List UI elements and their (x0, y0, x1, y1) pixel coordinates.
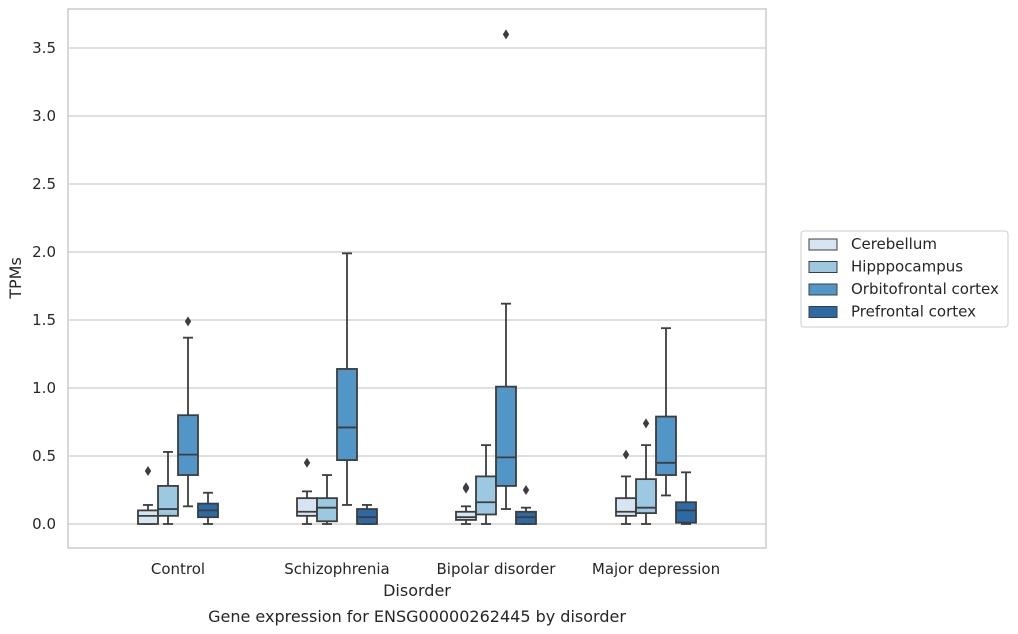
x-tick-label: Control (151, 560, 205, 578)
box-body (177, 414, 199, 476)
box-group (356, 504, 378, 525)
outlier-point (303, 457, 311, 468)
y-tick-label: 0.5 (32, 447, 56, 465)
y-tick-label: 3.0 (32, 107, 56, 125)
x-tick-labels: Control Schizophrenia Bipolar disorder Majo… (151, 560, 720, 578)
box-group (316, 474, 338, 525)
legend-label: Hipppocampus (851, 258, 963, 276)
legend-frame (800, 230, 1009, 328)
box-body (455, 510, 477, 521)
box-body (655, 415, 677, 476)
box-body (635, 478, 657, 515)
legend-swatch (808, 283, 838, 296)
box-body (495, 385, 517, 487)
box-group (197, 491, 219, 525)
x-tick-label: Major depression (592, 560, 720, 578)
box-body (316, 497, 338, 523)
box-group (177, 316, 199, 508)
box-body (137, 509, 159, 525)
y-tick-label: 2.5 (32, 175, 56, 193)
box-group (495, 29, 517, 510)
y-tick-label: 2.0 (32, 243, 56, 261)
legend-swatch (808, 261, 838, 273)
legend: Cerebellum Hipppocampus Orbitofrontal cort… (800, 230, 1009, 328)
outlier-point (502, 29, 510, 40)
legend-swatch (808, 238, 838, 251)
box-group (475, 444, 497, 525)
box-body (675, 501, 697, 524)
x-axis-title: Disorder (383, 581, 451, 600)
box-group (655, 327, 677, 497)
box-body (296, 497, 318, 517)
box-group (455, 482, 477, 525)
box-group (635, 418, 657, 525)
y-tick-label: 1.5 (32, 311, 56, 329)
plot-frame (67, 8, 767, 549)
legend-label: Prefrontal cortex (851, 303, 976, 321)
box-group (515, 485, 537, 525)
box-plots (137, 29, 697, 525)
legend-swatch (808, 306, 838, 318)
x-tick-label: Bipolar disorder (437, 560, 557, 578)
y-tick-label: 0.0 (32, 515, 56, 533)
y-tick-label: 3.5 (32, 39, 56, 57)
outlier-point (522, 485, 530, 495)
legend-label: Cerebellum (851, 235, 937, 253)
y-axis-title: TPMs (6, 257, 25, 300)
box-body (336, 368, 358, 461)
box-group (615, 449, 637, 525)
x-tick-label: Schizophrenia (284, 560, 389, 578)
box-group (137, 465, 159, 525)
box-body (615, 497, 637, 517)
outlier-point (462, 482, 470, 493)
outlier-point (642, 418, 650, 429)
box-body (157, 485, 179, 517)
box-group (675, 471, 697, 525)
box-group (157, 451, 179, 525)
box-group (336, 252, 358, 506)
box-body (475, 475, 497, 516)
y-tick-label: 1.0 (32, 379, 56, 397)
box-group (296, 457, 318, 525)
outlier-point (144, 465, 152, 476)
y-tick-labels: 0.0 0.5 1.0 1.5 2.0 2.5 3.0 3.5 (32, 39, 56, 533)
chart-caption: Gene expression for ENSG00000262445 by d… (208, 607, 626, 626)
outlier-point (184, 316, 192, 327)
legend-label: Orbitofrontal cortex (851, 280, 999, 298)
outlier-point (622, 449, 630, 460)
